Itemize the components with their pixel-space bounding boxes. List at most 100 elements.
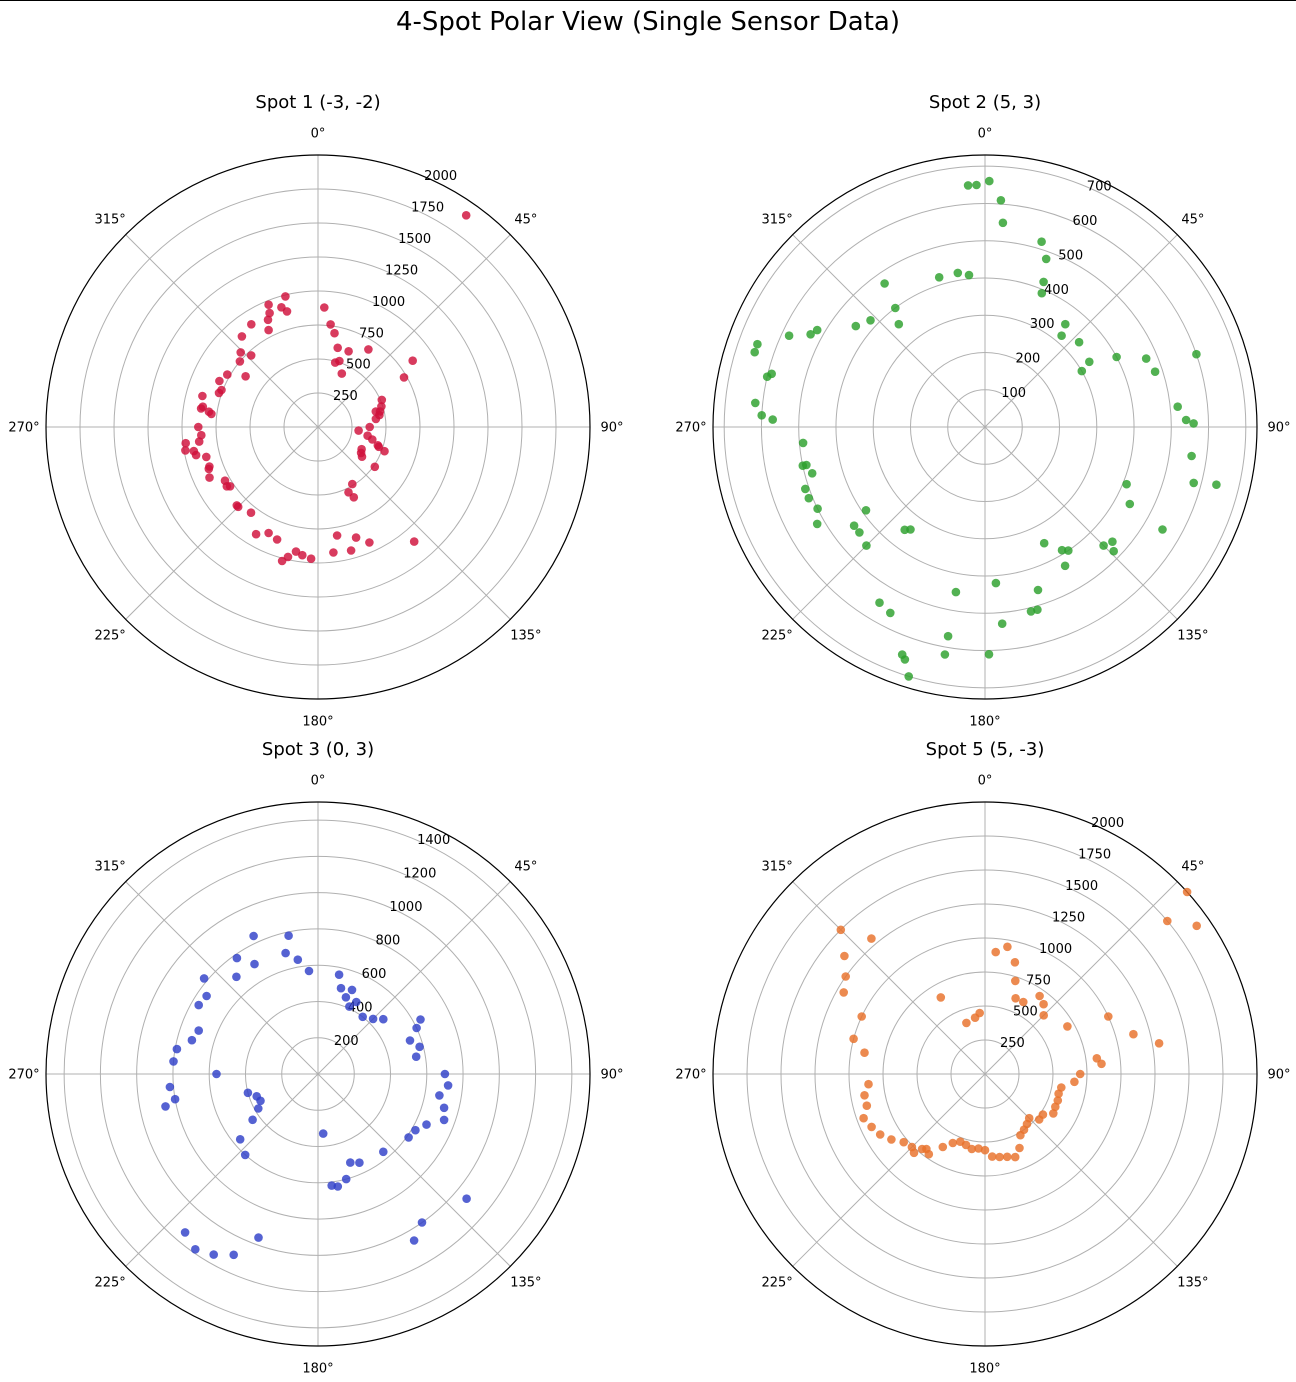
data-point: [189, 446, 199, 456]
angular-gridline: [125, 426, 319, 620]
data-point: [330, 328, 339, 338]
data-point: [1129, 1029, 1138, 1039]
data-point: [229, 1250, 238, 1260]
data-point: [199, 974, 209, 983]
data-point: [180, 1228, 190, 1237]
data-point: [1181, 415, 1191, 425]
radial-tick-label: 750: [359, 326, 384, 341]
radial-tick-label: 500: [1058, 248, 1083, 263]
data-point: [264, 325, 273, 335]
data-point: [964, 270, 974, 280]
data-point: [379, 1014, 388, 1024]
data-point: [991, 578, 1001, 588]
radial-tick-label: 1250: [385, 263, 418, 278]
radial-tick-label: 1000: [389, 900, 422, 915]
radial-tick-label: 500: [1013, 1005, 1038, 1020]
data-point: [220, 476, 230, 486]
polar-panel-4: Spot 5 (5, -3) 0° 45° 90° 135° 180° 225° 270° 31…: [675, 739, 1290, 1377]
data-point: [1063, 1022, 1072, 1031]
data-point: [1187, 451, 1196, 461]
data-point: [223, 370, 232, 379]
angle-tick-label: 180°: [969, 715, 1000, 730]
data-point: [191, 1245, 200, 1254]
data-point: [1189, 478, 1198, 488]
radial-tick-label: 1400: [417, 833, 450, 848]
data-point: [1112, 352, 1121, 362]
data-point: [246, 508, 256, 517]
data-point: [866, 316, 875, 325]
data-point: [804, 493, 814, 503]
data-point: [194, 1000, 203, 1010]
data-point: [1085, 357, 1094, 367]
data-point: [875, 598, 884, 607]
data-point: [409, 537, 419, 546]
data-point: [368, 1014, 378, 1024]
data-point: [956, 1137, 965, 1146]
angle-tick-label: 135°: [1177, 628, 1208, 643]
data-point: [246, 351, 256, 360]
polar-frame: [712, 154, 1258, 700]
data-point: [1141, 354, 1151, 363]
radial-tick-label: 100: [1001, 386, 1026, 401]
data-point: [204, 407, 214, 417]
scatter-points: [161, 931, 471, 1260]
angle-tick-label: 90°: [600, 421, 623, 436]
data-point: [857, 1012, 866, 1021]
data-point: [440, 1069, 450, 1079]
data-point: [934, 273, 944, 282]
data-point: [998, 218, 1008, 228]
data-point: [1010, 958, 1020, 967]
data-point: [346, 546, 356, 555]
angle-tick-label: 90°: [1267, 421, 1290, 436]
data-point: [886, 608, 895, 618]
data-point: [849, 521, 859, 530]
angular-gridline: [125, 234, 319, 428]
data-point: [975, 1008, 984, 1018]
data-point: [371, 414, 381, 424]
panel-title: Spot 3 (0, 3): [262, 739, 374, 760]
data-point: [240, 1150, 250, 1160]
data-point: [991, 947, 1000, 957]
data-point: [1037, 237, 1046, 246]
data-point: [237, 332, 247, 341]
data-point: [341, 993, 351, 1002]
angle-tick-label: 0°: [978, 127, 993, 142]
data-point: [1049, 1109, 1058, 1118]
data-point: [235, 357, 245, 366]
data-point: [205, 462, 214, 471]
data-point: [412, 1023, 421, 1033]
data-point: [341, 1174, 351, 1184]
data-point: [1182, 887, 1192, 897]
data-point: [212, 1069, 221, 1079]
angle-tick-label: 45°: [514, 213, 537, 228]
data-point: [753, 339, 762, 349]
data-point: [181, 438, 190, 448]
data-point: [1104, 1012, 1113, 1021]
polar-panel-2: Spot 2 (5, 3) 0° 45° 90° 135° 180° 225° 270° 315…: [675, 92, 1290, 730]
radial-tick-label: 1000: [1039, 942, 1072, 957]
data-point: [181, 446, 190, 455]
data-point: [197, 430, 206, 440]
data-point: [202, 991, 211, 1001]
data-point: [1033, 585, 1043, 595]
data-point: [443, 1081, 453, 1090]
data-point: [1039, 1011, 1048, 1020]
data-point: [272, 535, 282, 544]
data-point: [1003, 942, 1012, 952]
data-point: [1026, 607, 1036, 616]
data-point: [859, 1113, 868, 1123]
data-point: [880, 279, 889, 288]
data-point: [281, 948, 290, 958]
data-point: [953, 268, 963, 278]
data-point: [263, 315, 273, 325]
data-point: [306, 554, 316, 563]
radial-tick-label: 700: [1087, 180, 1112, 195]
data-point: [347, 985, 357, 995]
data-point: [405, 1036, 415, 1045]
angle-tick-label: 0°: [311, 127, 326, 142]
data-point: [887, 1135, 896, 1144]
data-point: [1108, 537, 1117, 546]
data-point: [250, 959, 259, 969]
data-point: [345, 1002, 354, 1011]
data-point: [1150, 367, 1160, 377]
